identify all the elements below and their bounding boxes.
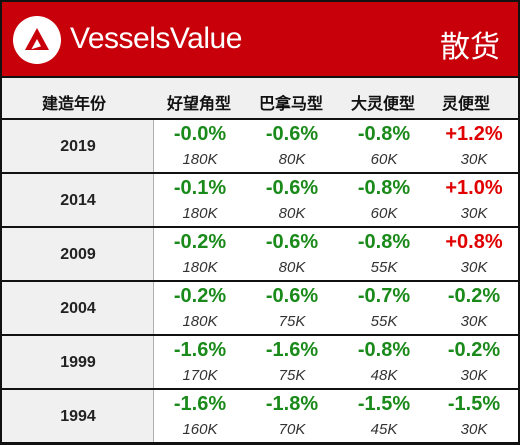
build-year-cell: 2019 (2, 120, 154, 172)
panamax-dwt-size: 80K (278, 205, 306, 222)
capesize-dwt-size: 180K (182, 259, 218, 276)
panamax-dwt-size: 75K (278, 313, 306, 330)
handysize-dwt-size: 30K (460, 421, 488, 438)
column-header-panamax: 巴拿马型 (259, 94, 324, 113)
supramax-pct-change: -0.8% (357, 339, 411, 361)
handysize-pct-change: -1.5% (447, 393, 501, 415)
panamax-pct-change: -0.6% (265, 177, 319, 199)
column-header-handysize: 灵便型 (442, 94, 491, 113)
panamax-dwt-size: 70K (278, 421, 306, 438)
supramax-dwt-size: 60K (370, 205, 398, 222)
capesize-dwt-size: 170K (182, 367, 218, 384)
capesize-dwt-size: 180K (182, 313, 218, 330)
build-year-cell: 2014 (2, 174, 154, 226)
build-year-cell: 2009 (2, 228, 154, 280)
supramax-pct-change: -0.7% (357, 285, 411, 307)
panamax-pct-change: -0.6% (265, 231, 319, 253)
supramax-pct-change: -0.8% (357, 123, 411, 145)
handysize-dwt-size: 30K (460, 205, 488, 222)
panamax-pct-change: -1.8% (265, 393, 319, 415)
category-title: 散货 (440, 30, 500, 65)
panamax-dwt-size: 80K (278, 151, 306, 168)
supramax-dwt-size: 55K (370, 259, 398, 276)
build-year: 2004 (60, 300, 96, 317)
handysize-pct-change: +1.2% (445, 123, 503, 145)
handysize-pct-change: -0.2% (447, 285, 501, 307)
capesize-dwt-size: 160K (182, 421, 218, 438)
handysize-pct-change: +1.0% (445, 177, 503, 199)
supramax-pct-change: -0.8% (357, 231, 411, 253)
capesize-pct-change: -1.6% (173, 339, 227, 361)
panamax-pct-change: -1.6% (265, 339, 319, 361)
capesize-pct-change: -0.0% (173, 123, 227, 145)
table-row: 2004 -0.2% 180K -0.6% 75K -0.7% 55K -0.2% 30K (2, 282, 518, 336)
handysize-dwt-size: 30K (460, 313, 488, 330)
supramax-dwt-size: 45K (370, 421, 398, 438)
panamax-dwt-size: 75K (278, 367, 306, 384)
handysize-dwt-size: 30K (460, 259, 488, 276)
brand-name: VesselsValue (70, 22, 242, 55)
panamax-dwt-size: 80K (278, 259, 306, 276)
build-year-cell: 1994 (2, 390, 154, 442)
handysize-dwt-size: 30K (460, 151, 488, 168)
build-year: 2009 (60, 246, 96, 263)
build-year: 2014 (60, 192, 96, 209)
supramax-dwt-size: 48K (370, 367, 398, 384)
build-year-cell: 2004 (2, 282, 154, 334)
panamax-pct-change: -0.6% (265, 123, 319, 145)
handysize-pct-change: -0.2% (447, 339, 501, 361)
supramax-dwt-size: 60K (370, 151, 398, 168)
column-header-supramax: 大灵便型 (351, 94, 416, 113)
vesselsvalue-logo-icon (13, 16, 61, 64)
build-year: 2019 (60, 138, 96, 155)
capesize-pct-change: -0.2% (173, 285, 227, 307)
table-row: 1994 -1.6% 160K -1.8% 70K -1.5% 45K -1.5% 30K (2, 390, 518, 444)
build-year: 1999 (60, 354, 96, 371)
supramax-pct-change: -0.8% (357, 177, 411, 199)
table-row: 2019 -0.0% 180K -0.6% 80K -0.8% 60K +1.2% 30K (2, 120, 518, 174)
column-header-capesize: 好望角型 (167, 94, 232, 113)
capesize-pct-change: -0.1% (173, 177, 227, 199)
capesize-pct-change: -0.2% (173, 231, 227, 253)
table-row: 2014 -0.1% 180K -0.6% 80K -0.8% 60K +1.0% 30K (2, 174, 518, 228)
table-row: 2009 -0.2% 180K -0.6% 80K -0.8% 55K +0.8% 30K (2, 228, 518, 282)
handysize-dwt-size: 30K (460, 367, 488, 384)
capesize-pct-change: -1.6% (173, 393, 227, 415)
column-header-row: 建造年份 好望角型 巴拿马型 大灵便型 灵便型 (2, 76, 518, 120)
capesize-dwt-size: 180K (182, 205, 218, 222)
build-year: 1994 (60, 408, 96, 425)
panamax-pct-change: -0.6% (265, 285, 319, 307)
supramax-pct-change: -1.5% (357, 393, 411, 415)
handysize-pct-change: +0.8% (445, 231, 503, 253)
capesize-dwt-size: 180K (182, 151, 218, 168)
header-bar: VesselsValue 散货 (2, 2, 518, 76)
column-header-build-year: 建造年份 (42, 94, 107, 113)
supramax-dwt-size: 55K (370, 313, 398, 330)
table-row: 1999 -1.6% 170K -1.6% 75K -0.8% 48K -0.2% 30K (2, 336, 518, 390)
build-year-cell: 1999 (2, 336, 154, 388)
